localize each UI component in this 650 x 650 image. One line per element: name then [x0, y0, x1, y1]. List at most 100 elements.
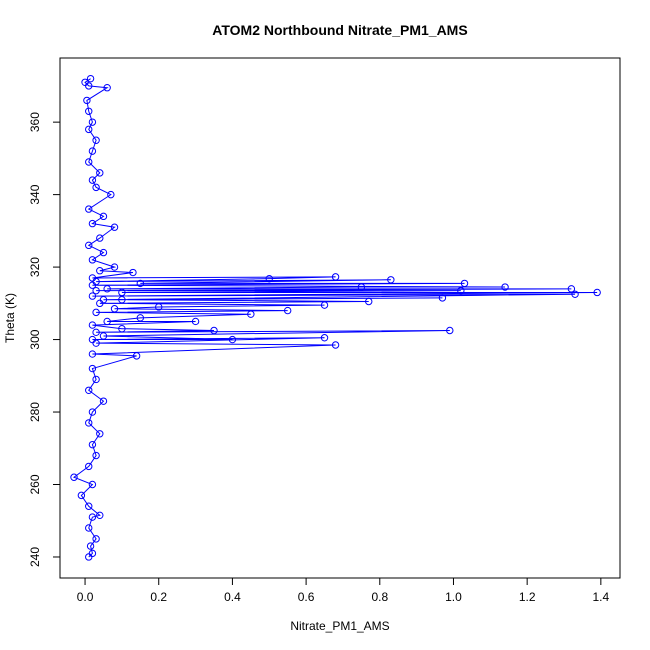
data-point: [86, 74, 95, 83]
data-point: [136, 279, 145, 288]
data-point: [70, 473, 78, 481]
x-tick-label: 0.4: [224, 590, 241, 604]
data-point: [457, 286, 465, 295]
data-point: [85, 502, 93, 510]
data-point: [85, 419, 93, 427]
data-point: [136, 314, 145, 322]
data-point: [129, 268, 137, 277]
data-point: [438, 294, 447, 302]
data-point: [92, 286, 100, 295]
data-point: [110, 263, 119, 271]
data-line: [72, 78, 598, 558]
data-point: [85, 524, 93, 532]
data-point: [320, 301, 329, 309]
data-point: [92, 375, 100, 384]
data-point: [92, 535, 100, 543]
data-point: [85, 386, 93, 394]
data-point: [247, 310, 255, 318]
data-point: [88, 350, 97, 358]
data-point: [92, 183, 100, 192]
data-point: [83, 96, 91, 105]
data-point: [92, 308, 100, 317]
data-point: [110, 305, 119, 313]
x-axis-label: Nitrate_PM1_AMS: [290, 619, 389, 633]
data-point: [501, 283, 509, 291]
data-point: [103, 285, 111, 293]
data-point: [99, 212, 108, 221]
y-tick-label: 280: [28, 402, 42, 422]
data-point: [357, 283, 366, 291]
data-point: [88, 147, 97, 155]
data-point: [85, 107, 93, 115]
data-point: [593, 288, 601, 297]
x-tick-label: 1.4: [592, 590, 609, 604]
data-point: [118, 296, 126, 304]
data-point: [92, 451, 100, 460]
data-point: [99, 332, 108, 340]
data-point: [85, 553, 93, 561]
data-point: [88, 364, 97, 373]
data-point: [88, 292, 97, 300]
data-point: [85, 158, 93, 166]
data-point: [103, 317, 111, 326]
data-point: [155, 303, 163, 311]
data-point: [191, 317, 200, 326]
data-point: [88, 549, 97, 558]
data-point: [118, 324, 126, 333]
data-point: [96, 169, 104, 177]
data-point: [88, 219, 97, 228]
y-tick-label: 320: [28, 257, 42, 277]
data-point: [283, 306, 292, 315]
data-point: [85, 241, 93, 250]
x-tick-label: 0.6: [298, 590, 315, 604]
data-point: [88, 335, 97, 344]
y-axis-label: Theta (K): [3, 293, 17, 343]
data-point: [85, 205, 93, 213]
y-tick-label: 300: [28, 329, 42, 349]
x-tick-label: 0.2: [150, 590, 167, 604]
data-point: [86, 542, 95, 550]
data-point: [99, 296, 108, 304]
data-point: [88, 118, 97, 126]
y-tick-label: 260: [28, 474, 42, 494]
x-tick-label: 0.8: [371, 590, 388, 604]
data-point: [88, 321, 97, 329]
data-point: [265, 274, 273, 283]
data-point: [571, 290, 579, 298]
chart-title: ATOM2 Northbound Nitrate_PM1_AMS: [212, 22, 467, 38]
data-point: [331, 341, 340, 349]
data-point: [88, 274, 97, 282]
data-point: [365, 297, 373, 306]
data-point: [567, 285, 576, 293]
data-point: [88, 513, 97, 521]
data-point: [228, 335, 237, 344]
y-tick-label: 240: [28, 547, 42, 567]
data-point: [88, 256, 97, 264]
data-point: [81, 78, 89, 86]
x-tick-label: 1.0: [445, 590, 462, 604]
x-tick-label: 1.2: [519, 590, 536, 604]
data-point: [331, 273, 340, 281]
y-tick-label: 340: [28, 184, 42, 204]
data-point: [88, 480, 97, 489]
data-point: [110, 223, 119, 231]
data-point: [85, 125, 93, 134]
data-point: [460, 279, 469, 288]
data-point: [85, 462, 93, 471]
y-tick-label: 360: [28, 112, 42, 132]
data-point: [77, 491, 86, 500]
data-point: [88, 176, 97, 184]
data-point: [99, 397, 108, 405]
data-point: [103, 84, 111, 92]
data-point: [96, 511, 104, 520]
data-point: [96, 234, 104, 242]
data-point: [118, 288, 126, 297]
data-point: [99, 248, 108, 257]
data-point: [92, 328, 100, 337]
data-point: [88, 408, 97, 416]
data-point: [132, 352, 141, 360]
data-point: [446, 326, 454, 335]
data-point: [107, 190, 115, 199]
data-point: [96, 267, 104, 275]
